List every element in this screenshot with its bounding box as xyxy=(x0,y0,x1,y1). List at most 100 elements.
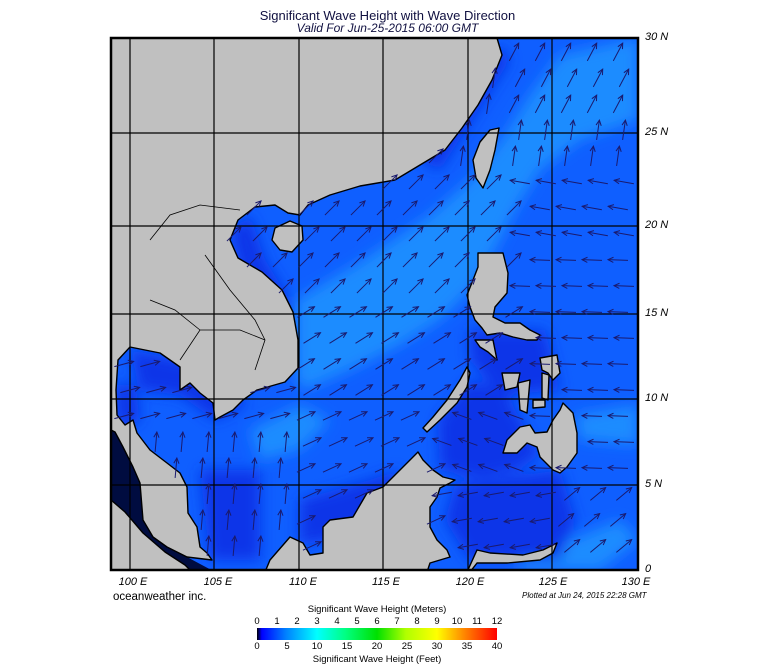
arrow-shaft xyxy=(218,412,238,420)
arrow-head xyxy=(309,515,317,521)
arrow-head xyxy=(333,200,340,207)
arrow-head xyxy=(554,256,562,263)
arrow-shaft xyxy=(284,431,288,453)
arrow-shaft xyxy=(458,438,478,446)
arrow-head xyxy=(483,491,491,498)
wave-arrow xyxy=(283,482,290,505)
arrow-shaft xyxy=(484,543,504,549)
wave-arrow xyxy=(400,411,421,421)
wave-arrow xyxy=(460,174,476,190)
arrow-shaft xyxy=(382,174,398,190)
arrow-head xyxy=(464,358,472,365)
wave-arrow xyxy=(402,252,418,268)
wave-arrow xyxy=(252,226,268,242)
arrow-shaft xyxy=(328,437,348,447)
arrow-shaft xyxy=(485,332,503,344)
arrow-head xyxy=(360,306,368,313)
arrow-shaft xyxy=(200,457,204,479)
wave-arrow xyxy=(586,334,609,341)
wave-arrow xyxy=(483,491,504,498)
arrow-shaft xyxy=(258,483,262,505)
arrow-shaft xyxy=(454,252,470,268)
arrow-head xyxy=(580,256,588,263)
wave-arrow xyxy=(114,359,135,368)
arrow-shaft xyxy=(278,457,282,479)
wave-arrow xyxy=(277,508,284,531)
wave-arrow xyxy=(140,411,161,420)
wave-arrow xyxy=(581,204,602,211)
arrow-shaft xyxy=(323,358,341,370)
arrow-head xyxy=(225,456,232,464)
map-frame xyxy=(109,36,640,572)
arrow-shaft xyxy=(348,411,368,421)
wave-arrow xyxy=(323,358,342,370)
arrow-shaft xyxy=(180,431,184,453)
wave-arrow xyxy=(205,534,212,557)
arrow-head xyxy=(595,118,602,126)
arrow-head xyxy=(625,538,633,546)
arrow-head xyxy=(360,358,368,365)
wave-arrow xyxy=(231,482,238,505)
colorbar-meters-tick: 2 xyxy=(294,616,300,627)
valid-time: Valid For Jun-25-2015 06:00 GMT xyxy=(296,21,479,35)
wave-arrow xyxy=(612,386,635,393)
arrow-shaft xyxy=(555,363,577,365)
arrow-shaft xyxy=(582,205,602,211)
arrow-head xyxy=(513,42,520,50)
colorbar-feet-tick: 10 xyxy=(311,641,323,652)
arrow-shaft xyxy=(258,535,262,557)
arrow-head xyxy=(444,332,452,339)
arrow-shaft xyxy=(512,146,516,166)
arrow-head xyxy=(443,226,450,233)
arrow-shaft xyxy=(206,483,210,505)
arrow-shaft xyxy=(534,94,546,114)
arrow-shaft xyxy=(428,252,444,268)
arrow-shaft xyxy=(530,517,550,523)
wave-arrow xyxy=(451,517,472,524)
wave-arrow xyxy=(349,358,368,370)
arrow-shaft xyxy=(324,200,340,216)
wave-arrow xyxy=(486,226,502,242)
arrow-head xyxy=(437,200,444,207)
arrow-head xyxy=(418,384,426,391)
arrow-shaft xyxy=(400,411,420,421)
arrow-shaft xyxy=(401,306,419,318)
arrow-head xyxy=(589,144,596,152)
wave-arrow xyxy=(380,437,401,447)
arrow-head xyxy=(366,384,374,391)
colorbar-meters-tick: 12 xyxy=(491,616,503,627)
wave-arrow xyxy=(257,430,264,453)
wave-arrow xyxy=(205,430,212,453)
wave-arrow xyxy=(407,332,426,344)
arrow-head xyxy=(439,463,447,469)
arrow-head xyxy=(307,200,314,207)
arrow-shaft xyxy=(374,411,394,421)
arrow-shaft xyxy=(612,42,624,62)
arrow-head xyxy=(392,332,400,339)
arrow-shaft xyxy=(581,415,603,417)
arrow-head xyxy=(365,226,372,233)
arrow-head xyxy=(411,200,418,207)
wave-arrow xyxy=(454,200,470,216)
arrow-shaft xyxy=(536,231,556,237)
wave-arrow xyxy=(431,437,452,446)
colorbar-meters-tick: 11 xyxy=(472,616,482,627)
arrow-shaft xyxy=(166,412,186,420)
wave-arrow xyxy=(491,66,498,88)
wave-arrow xyxy=(302,437,323,447)
wave-arrow xyxy=(375,306,394,318)
arrow-head xyxy=(503,517,511,524)
arrow-shaft xyxy=(590,539,606,553)
arrow-head xyxy=(560,334,568,341)
arrow-shaft xyxy=(484,491,504,497)
arrow-head xyxy=(451,463,459,470)
wave-arrow xyxy=(621,118,628,140)
arrow-shaft xyxy=(560,42,572,62)
colorbar-feet-tick: 35 xyxy=(461,641,473,652)
arrow-shaft xyxy=(510,543,530,549)
wave-arrow xyxy=(434,174,450,190)
arrow-head xyxy=(586,282,594,289)
arrow-shaft xyxy=(272,252,288,268)
arrow-head xyxy=(361,463,369,469)
arrow-head xyxy=(451,411,459,418)
